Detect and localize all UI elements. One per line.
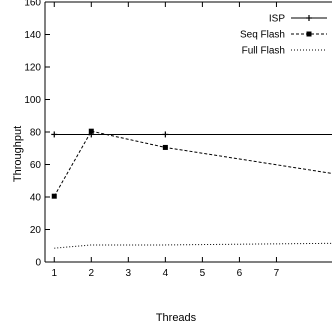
y-tick-label: 140 [24, 30, 41, 41]
y-axis-title: Throughput [12, 126, 24, 182]
legend-label-seq-flash: Seq Flash [240, 30, 285, 41]
data-point-seq-flash [51, 193, 57, 199]
y-tick-label: 80 [30, 128, 42, 139]
x-tick-label: 2 [89, 268, 95, 279]
series-line-full-flash [54, 242, 332, 249]
data-point-seq-flash [162, 144, 168, 150]
y-tick-label: 60 [30, 160, 42, 171]
x-tick-label: 1 [51, 268, 57, 279]
y-tick-label: 160 [24, 0, 41, 9]
legend-label-isp: ISP [269, 14, 285, 25]
y-tick-label: 20 [30, 225, 42, 236]
x-tick-label: 6 [237, 268, 243, 279]
y-tick-label: 120 [24, 63, 41, 74]
data-point-seq-flash [88, 128, 94, 134]
x-axis-title: Threads [156, 312, 197, 324]
legend-marker-seq-flash [306, 31, 312, 37]
legend-label-full-flash: Full Flash [242, 46, 285, 57]
y-tick-label: 100 [24, 95, 41, 106]
x-tick-label: 7 [274, 268, 280, 279]
x-tick-label: 3 [126, 268, 132, 279]
x-tick-label: 5 [200, 268, 206, 279]
y-tick-label: 0 [35, 258, 41, 269]
series-line-seq-flash [53, 130, 332, 197]
y-tick-label: 40 [30, 193, 42, 204]
x-tick-label: 4 [163, 268, 169, 279]
